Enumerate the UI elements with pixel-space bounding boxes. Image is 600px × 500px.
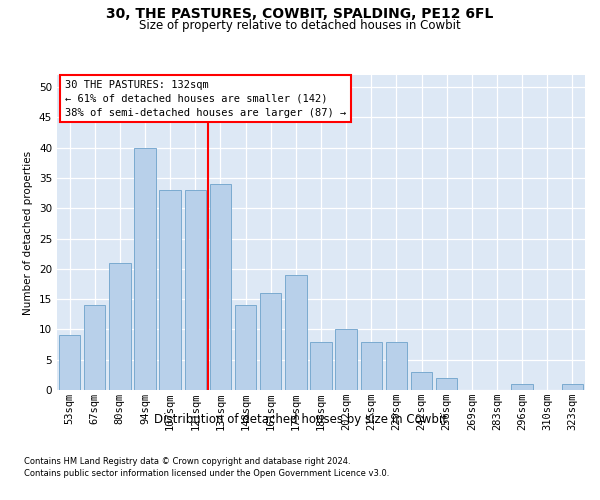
Bar	[210, 184, 231, 390]
Bar	[185, 190, 206, 390]
Text: Distribution of detached houses by size in Cowbit: Distribution of detached houses by size …	[154, 412, 446, 426]
Bar	[285, 275, 307, 390]
Bar	[235, 305, 256, 390]
Bar	[361, 342, 382, 390]
Bar	[386, 342, 407, 390]
Bar	[160, 190, 181, 390]
Text: 30 THE PASTURES: 132sqm
← 61% of detached houses are smaller (142)
38% of semi-d: 30 THE PASTURES: 132sqm ← 61% of detache…	[65, 80, 346, 118]
Bar	[260, 293, 281, 390]
Text: Size of property relative to detached houses in Cowbit: Size of property relative to detached ho…	[139, 19, 461, 32]
Bar	[411, 372, 432, 390]
Bar	[59, 336, 80, 390]
Bar	[562, 384, 583, 390]
Text: Contains HM Land Registry data © Crown copyright and database right 2024.: Contains HM Land Registry data © Crown c…	[24, 458, 350, 466]
Bar	[310, 342, 332, 390]
Bar	[109, 263, 131, 390]
Y-axis label: Number of detached properties: Number of detached properties	[23, 150, 34, 314]
Bar	[335, 330, 357, 390]
Bar	[134, 148, 155, 390]
Bar	[84, 305, 106, 390]
Bar	[436, 378, 457, 390]
Text: 30, THE PASTURES, COWBIT, SPALDING, PE12 6FL: 30, THE PASTURES, COWBIT, SPALDING, PE12…	[106, 8, 494, 22]
Bar	[511, 384, 533, 390]
Text: Contains public sector information licensed under the Open Government Licence v3: Contains public sector information licen…	[24, 469, 389, 478]
